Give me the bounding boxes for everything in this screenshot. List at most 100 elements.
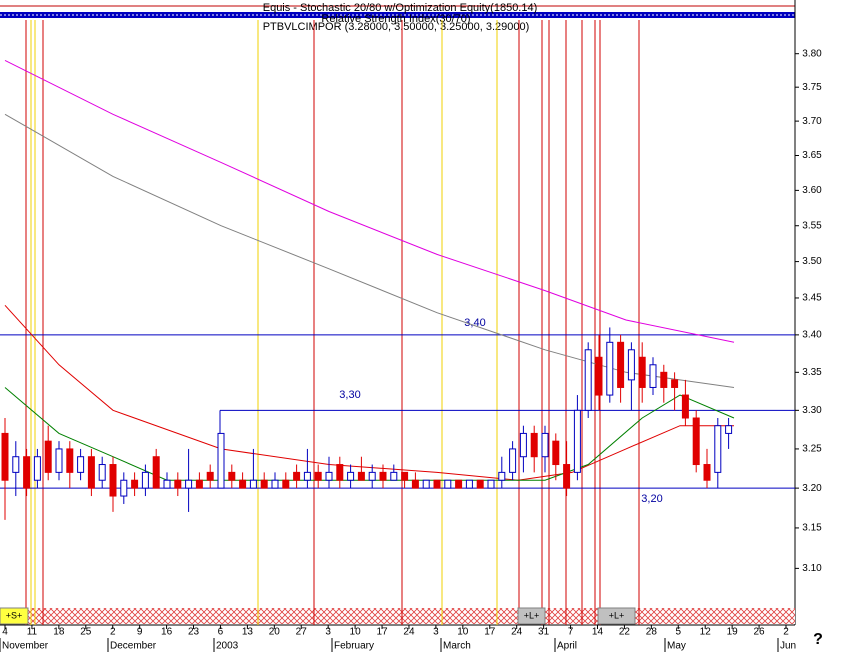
- header-title: Equis - Stochastic 20/80 w/Optimization …: [263, 2, 538, 14]
- candle-body: [563, 464, 571, 489]
- y-tick-label: 3.65: [802, 150, 822, 161]
- y-tick-label: 3.15: [802, 523, 822, 534]
- x-tick-label: 19: [727, 627, 739, 638]
- candle-body: [282, 479, 290, 489]
- candle-body: [217, 432, 225, 489]
- candle-body: [649, 364, 657, 388]
- y-tick-label: 3.55: [802, 220, 822, 231]
- candle-body: [249, 479, 257, 489]
- x-tick-label: 11: [27, 627, 38, 638]
- candle-body: [465, 479, 473, 489]
- candle-body: [725, 425, 733, 434]
- symbol-line: PTBVLCIMPOR (3.28000, 3.50000, 3.25000, …: [263, 21, 530, 33]
- candle-body: [681, 394, 689, 419]
- candle-body: [12, 456, 20, 473]
- candle-body: [271, 479, 279, 489]
- candle-body: [422, 479, 430, 489]
- x-tick-label: 3: [433, 627, 439, 638]
- candle-body: [87, 456, 95, 489]
- candle-body: [120, 479, 128, 497]
- candle-body: [185, 479, 193, 489]
- month-label: March: [443, 641, 471, 652]
- candle-body: [401, 471, 409, 481]
- candle-body: [714, 425, 722, 473]
- x-tick-label: 12: [700, 627, 712, 638]
- help-icon[interactable]: ?: [813, 631, 823, 648]
- x-tick-label: 23: [188, 627, 200, 638]
- x-tick-label: 2: [783, 627, 789, 638]
- candle-body: [444, 479, 452, 489]
- x-tick-label: 24: [511, 627, 523, 638]
- x-tick-label: 25: [80, 627, 92, 638]
- month-label: May: [667, 641, 686, 652]
- candle-body: [606, 341, 614, 396]
- level-label: 3,20: [641, 493, 662, 505]
- y-tick-label: 3.25: [802, 444, 822, 455]
- level-label: 3,30: [339, 389, 360, 401]
- candle-body: [98, 464, 106, 481]
- x-tick-label: 7: [568, 627, 574, 638]
- candle-body: [77, 456, 85, 473]
- y-tick-label: 3.50: [802, 256, 822, 267]
- candle-body: [23, 456, 31, 489]
- x-tick-label: 31: [538, 627, 550, 638]
- x-tick-label: 13: [242, 627, 254, 638]
- candle-body: [44, 440, 52, 473]
- candle-body: [476, 479, 484, 489]
- x-tick-label: 24: [403, 627, 415, 638]
- candle-body: [595, 356, 603, 396]
- x-tick-label: 18: [53, 627, 65, 638]
- header-subtitle: Relative Strength Index(30/70): [321, 13, 470, 25]
- candle-body: [617, 341, 625, 388]
- x-tick-label: 17: [484, 627, 496, 638]
- candle-body: [692, 417, 700, 466]
- candle-body: [703, 464, 711, 481]
- candle-body: [530, 432, 538, 458]
- month-label: November: [2, 641, 49, 652]
- y-tick-label: 3.80: [802, 48, 822, 59]
- candle-body: [455, 479, 463, 489]
- x-tick-label: 22: [619, 627, 631, 638]
- signal-label: +S+: [6, 610, 23, 620]
- candle-body: [573, 409, 581, 473]
- candle-body: [519, 432, 527, 458]
- x-tick-label: 5: [675, 627, 681, 638]
- y-tick-label: 3.10: [802, 563, 822, 574]
- signal-label: +L+: [609, 610, 625, 620]
- candle-body: [433, 479, 441, 489]
- x-tick-label: 2: [110, 627, 116, 638]
- x-tick-label: 14: [592, 627, 604, 638]
- candle-body: [357, 471, 365, 481]
- x-tick-label: 3: [325, 627, 331, 638]
- candle-body: [638, 356, 646, 388]
- y-tick-label: 3.35: [802, 367, 822, 378]
- candle-body: [55, 448, 63, 473]
- y-tick-label: 3.40: [802, 330, 822, 341]
- candle-body: [671, 379, 679, 388]
- x-tick-label: 20: [269, 627, 281, 638]
- candle-body: [260, 479, 268, 489]
- candle-body: [347, 471, 355, 481]
- moving-average: [4, 59, 735, 343]
- moving-average: [4, 304, 734, 481]
- x-tick-label: 28: [646, 627, 658, 638]
- y-tick-label: 3.20: [802, 483, 822, 494]
- signal-label: +L+: [524, 610, 540, 620]
- month-label: December: [110, 641, 157, 652]
- y-tick-label: 3.75: [802, 82, 822, 93]
- candle-body: [1, 432, 9, 481]
- signal-box: [0, 607, 29, 625]
- candle-body: [584, 349, 592, 411]
- x-tick-label: 16: [161, 627, 173, 638]
- candle-body: [33, 456, 41, 481]
- candle-body: [660, 371, 668, 388]
- x-tick-label: 10: [350, 627, 362, 638]
- x-tick-label: 17: [376, 627, 388, 638]
- month-label: 2003: [216, 641, 239, 652]
- candle-body: [293, 471, 301, 481]
- level-label: 3,40: [464, 317, 485, 329]
- y-tick-label: 3.45: [802, 293, 822, 304]
- candle-body: [379, 471, 387, 481]
